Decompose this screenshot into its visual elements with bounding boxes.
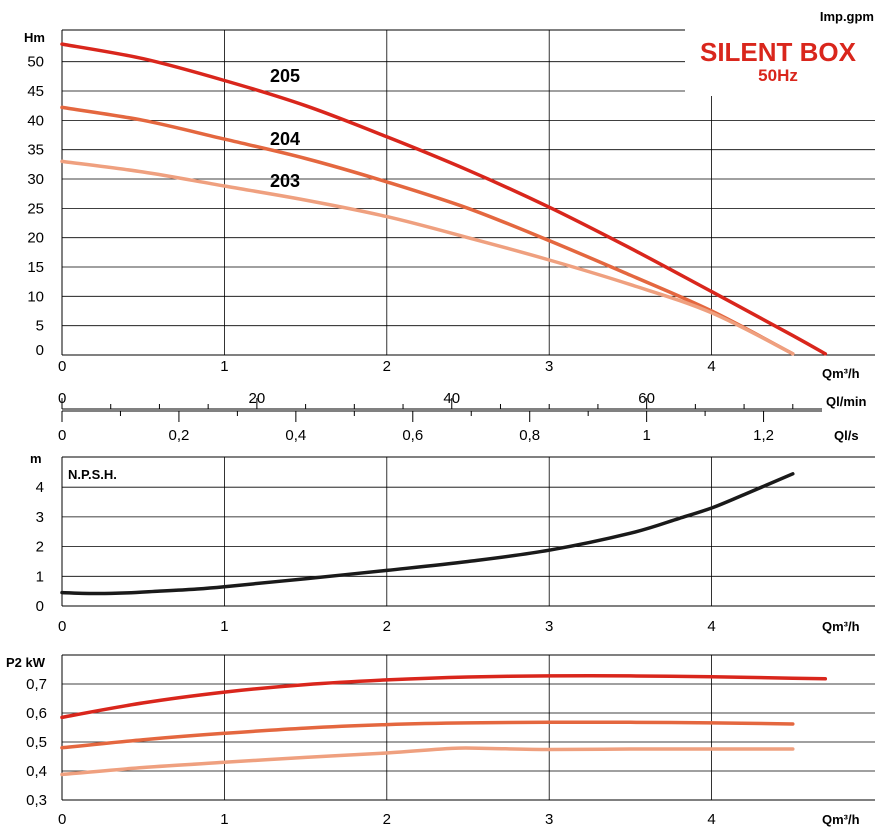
head-series-204 [60,105,795,356]
npsh-grid [61,456,875,607]
npsh-chart: 0 1 2 3 4 0 1 2 3 4 m N.P.S.H. Qm³/h [30,451,875,635]
npsh-y-label: m [30,451,42,466]
npsh-y-tick-label: 4 [36,479,44,496]
power-x-label: Qm³/h [822,812,860,827]
npsh-x-tick-label: 0 [58,618,66,635]
head-y-label: Hm [24,30,45,45]
ls-tick-label: 1 [642,427,650,444]
npsh-y-ticks: 0 1 2 3 4 [36,479,44,615]
npsh-series [60,472,795,596]
npsh-series-n-p-s-h- [60,472,795,596]
imp-gpm-label: Imp.gpm [820,9,874,24]
power-chart: 0,3 0,4 0,5 0,6 0,7 0 1 2 3 4 P2 kW Qm³/h [6,654,875,828]
head-y-tick-label: 40 [27,112,44,129]
ls-tick-label: 0,2 [168,427,189,444]
npsh-title: N.P.S.H. [68,467,117,482]
lmin-label: Ql/min [826,394,867,409]
npsh-x-label: Qm³/h [822,619,860,634]
lmin-tick-label: 0 [58,390,66,407]
ls-ticks: 0 0,2 0,4 0,6 0,8 1 1,2 [58,411,774,444]
npsh-y-tick-label: 2 [36,539,44,556]
power-y-tick-label: 0,7 [26,676,47,693]
npsh-x-tick-label: 3 [545,618,553,635]
head-chart: 0 5 10 15 20 25 30 35 40 45 50 0 1 2 3 4 Hm Qm³/h SILE… [24,29,875,381]
power-y-tick-label: 0,5 [26,734,47,751]
ls-tick-label: 0,8 [519,427,540,444]
power-series-203 [60,746,795,777]
head-y-ticks: 0 5 10 15 20 25 30 35 40 45 50 [27,54,44,359]
curve-label-203: 203 [270,171,300,191]
power-y-label: P2 kW [6,655,46,670]
power-x-tick-label: 4 [707,811,715,828]
head-y-tick-label: 50 [27,54,44,71]
power-series-205 [60,674,828,720]
power-series [60,674,828,777]
head-series-205 [60,42,828,356]
head-x-label: Qm³/h [822,366,860,381]
flow-scales: 0 20 40 60 Ql/min 0 0,2 0,4 0,6 0,8 1 1,2 Ql/s [58,390,867,444]
npsh-y-tick-label: 3 [36,509,44,526]
ls-label: Ql/s [834,428,859,443]
power-grid [61,654,875,801]
ls-tick-label: 0 [58,427,66,444]
npsh-y-tick-label: 1 [36,568,44,585]
head-y-tick-label: 0 [36,342,44,359]
power-y-tick-label: 0,6 [26,705,47,722]
legend-box-bg [685,29,875,95]
head-y-tick-label: 5 [36,318,44,335]
npsh-x-tick-label: 2 [383,618,391,635]
npsh-x-ticks: 0 1 2 3 4 [58,618,716,635]
lmin-tick-label: 20 [249,390,266,407]
curve-label-204: 204 [270,129,300,149]
legend-box-subtitle: 50Hz [758,66,798,85]
npsh-y-tick-label: 0 [36,598,44,615]
power-x-tick-label: 3 [545,811,553,828]
legend-box-title: SILENT BOX [700,37,857,67]
head-x-tick-label: 1 [220,358,228,375]
head-x-tick-label: 0 [58,358,66,375]
head-series-203 [60,159,795,356]
curve-label-205: 205 [270,66,300,86]
head-y-tick-label: 25 [27,200,44,217]
power-series-204 [60,720,795,750]
ls-tick-label: 1,2 [753,427,774,444]
power-y-tick-label: 0,4 [26,763,47,780]
power-y-ticks: 0,3 0,4 0,5 0,6 0,7 [26,676,47,809]
power-x-tick-label: 1 [220,811,228,828]
ls-tick-label: 0,4 [285,427,306,444]
head-y-tick-label: 15 [27,259,44,276]
ls-tick-label: 0,6 [402,427,423,444]
power-y-tick-label: 0,3 [26,792,47,809]
lmin-ticks: 0 20 40 60 [58,390,794,409]
lmin-tick-label: 60 [638,390,655,407]
head-y-tick-label: 20 [27,230,44,247]
head-x-tick-label: 3 [545,358,553,375]
head-x-ticks: 0 1 2 3 4 [58,358,716,375]
head-grid [61,29,875,356]
power-x-tick-label: 0 [58,811,66,828]
head-y-tick-label: 30 [27,171,44,188]
head-y-tick-label: 10 [27,288,44,305]
head-x-tick-label: 4 [707,358,715,375]
npsh-x-tick-label: 1 [220,618,228,635]
lmin-tick-label: 40 [443,390,460,407]
power-x-ticks: 0 1 2 3 4 [58,811,716,828]
power-x-tick-label: 2 [383,811,391,828]
head-x-tick-label: 2 [383,358,391,375]
head-series [60,42,828,356]
npsh-x-tick-label: 4 [707,618,715,635]
head-y-tick-label: 35 [27,142,44,159]
head-y-tick-label: 45 [27,83,44,100]
